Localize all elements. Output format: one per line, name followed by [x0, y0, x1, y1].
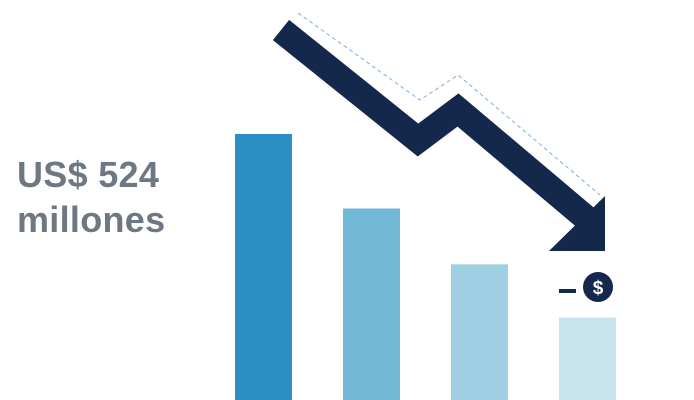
trend-arrow-shadow: [297, 12, 601, 196]
bar-1: [235, 134, 292, 400]
bar-4: [559, 317, 616, 400]
headline: US$ 524 millones: [17, 152, 165, 242]
bar-2: [343, 208, 400, 400]
minus-dollar-coin-icon: $: [559, 272, 613, 302]
bars-group: [235, 134, 616, 400]
down-trend-arrow-icon: [272, 19, 605, 251]
svg-text:$: $: [593, 278, 604, 299]
headline-unit: millones: [17, 199, 166, 240]
headline-amount: US$ 524: [17, 154, 160, 195]
bar-3: [451, 264, 508, 400]
